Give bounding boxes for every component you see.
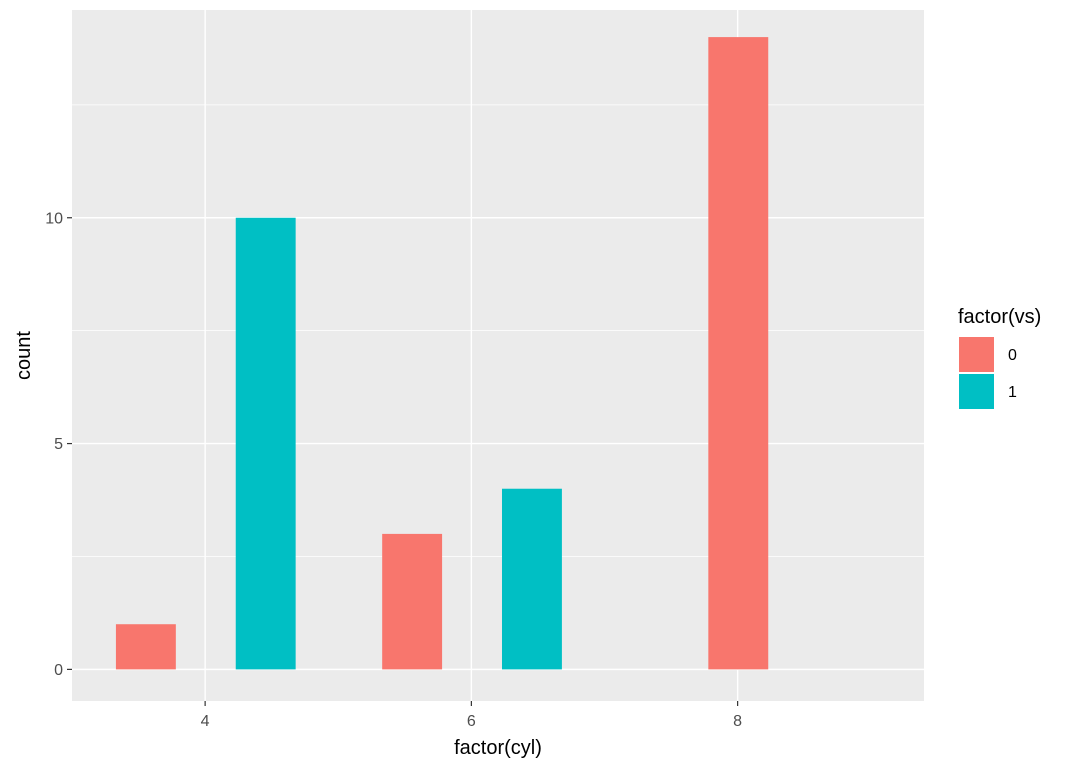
bar-cyl4-vs1 — [235, 217, 296, 670]
x-tick-label-8: 8 — [733, 713, 742, 730]
x-tick-label-4: 4 — [201, 713, 210, 730]
y-tick-label-5: 5 — [54, 436, 63, 453]
bar-cyl4-vs0 — [115, 624, 176, 670]
y-axis-title: count — [13, 331, 35, 380]
legend-swatch-0 — [959, 337, 994, 372]
legend-label-0: 0 — [1008, 347, 1017, 364]
legend-swatch-1 — [959, 374, 994, 409]
legend-title: factor(vs) — [958, 306, 1041, 328]
bars — [115, 37, 769, 670]
axis-ticks — [67, 217, 739, 706]
legend-entries: 01 — [959, 337, 1017, 409]
plot-panel — [72, 10, 924, 701]
legend-label-1: 1 — [1008, 384, 1017, 401]
x-axis-title: factor(cyl) — [454, 737, 542, 759]
x-tick-label-6: 6 — [467, 713, 476, 730]
y-tick-label-0: 0 — [54, 662, 63, 679]
bar-cyl6-vs1 — [501, 488, 562, 670]
y-tick-label-10: 10 — [45, 210, 63, 227]
bar-cyl6-vs0 — [382, 533, 443, 670]
y-axis-tick-labels: 0 5 10 — [45, 210, 63, 679]
legend: factor(vs) 01 — [958, 306, 1041, 409]
minor-gridlines — [72, 104, 924, 557]
x-axis-tick-labels: 4 6 8 — [201, 713, 743, 730]
bar-cyl8-vs0 — [708, 37, 769, 670]
